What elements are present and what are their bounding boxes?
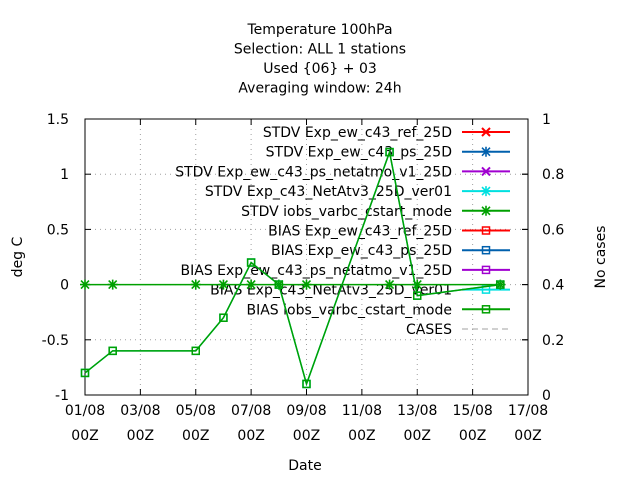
x-tick-label-time: 00Z <box>404 428 431 444</box>
y2-axis-ticks: 1 0.8 0.6 0.4 0.2 0 <box>522 112 564 404</box>
data-point <box>219 313 228 322</box>
legend-entry-label: STDV iobs_varbc_cstart_mode <box>241 204 452 220</box>
y-tick-label: 1.5 <box>47 112 69 128</box>
data-point <box>384 279 395 290</box>
y2-tick-label: 0 <box>542 388 551 404</box>
y-axis-label: deg C <box>10 236 26 277</box>
y2-tick-label: 1 <box>542 112 551 128</box>
legend-marker <box>481 265 491 275</box>
legend-entry-label: CASES <box>406 322 452 338</box>
data-point <box>218 279 229 290</box>
data-point <box>246 279 257 290</box>
y2-tick-label: 0.8 <box>542 167 564 183</box>
title-line: Selection: ALL 1 stations <box>234 42 406 58</box>
data-point <box>246 258 256 267</box>
data-point <box>385 147 394 157</box>
data-point <box>108 346 117 356</box>
legend-marker <box>481 166 491 177</box>
x-tick-label-time: 00Z <box>293 428 320 444</box>
data-point <box>80 368 90 378</box>
plot-series <box>80 147 506 389</box>
legend-entry-label: STDV Exp_c43_NetAtv3_25D_ver01 <box>205 184 452 200</box>
x-tick-label-date: 07/08 <box>231 403 271 419</box>
y2-axis-label: No cases <box>593 226 609 289</box>
x-axis-label: Date <box>288 458 321 474</box>
legend-entry-label: STDV Exp_ew_c43_ps_25D <box>266 145 452 161</box>
y2-tick-label: 0.6 <box>542 222 564 238</box>
legend-entry-label: STDV Exp_ew_c43_ps_netatmo_v1_25D <box>175 164 452 180</box>
x-tick-label-time: 00Z <box>127 428 154 444</box>
title-line: Used {06} + 03 <box>263 61 377 77</box>
x-tick-label-date: 09/08 <box>286 403 326 419</box>
legend-marker <box>481 245 491 255</box>
data-point <box>191 346 200 356</box>
data-point <box>80 279 90 290</box>
legend-marker <box>481 205 491 216</box>
x-tick-label-date: 17/08 <box>508 403 548 419</box>
chart-title: Temperature 100hPa Selection: ALL 1 stati… <box>234 22 406 97</box>
title-line: Temperature 100hPa <box>246 22 392 38</box>
legend-marker <box>481 127 491 137</box>
y2-tick-label: 0.4 <box>542 278 564 294</box>
x-tick-label-date: 03/08 <box>120 403 160 419</box>
data-point <box>413 291 422 300</box>
series-line <box>84 149 501 387</box>
y-tick-label: 0.5 <box>47 222 69 238</box>
y-tick-label: -0.5 <box>42 333 69 349</box>
data-point <box>302 379 311 389</box>
x-tick-label-date: 01/08 <box>65 403 105 419</box>
data-point <box>301 279 312 290</box>
y-tick-label: 0 <box>60 278 69 294</box>
x-tick-label-date: 15/08 <box>452 403 492 419</box>
legend-marker <box>481 226 491 235</box>
legend-marker <box>481 186 491 197</box>
legend-entry-label: BIAS Exp_ew_c43_ps_25D <box>271 243 452 259</box>
legend-entry-label: STDV Exp_ew_c43_ref_25D <box>263 125 452 141</box>
x-tick-label-time: 00Z <box>348 428 375 444</box>
x-tick-label-date: 13/08 <box>397 403 437 419</box>
data-point <box>496 280 505 289</box>
x-tick-label-time: 00Z <box>71 428 98 444</box>
legend: STDV Exp_ew_c43_ref_25D STDV Exp_ew_c43_p… <box>175 125 510 338</box>
legend-marker <box>481 146 491 157</box>
y-tick-label: 1 <box>60 167 69 183</box>
y-tick-label: -1 <box>55 388 69 404</box>
x-tick-label-date: 05/08 <box>176 403 216 419</box>
x-tick-label-time: 00Z <box>459 428 486 444</box>
title-line: Averaging window: 24h <box>238 81 401 97</box>
y2-tick-label: 0.2 <box>542 333 564 349</box>
legend-marker <box>481 305 491 314</box>
x-tick-label-time: 00Z <box>514 428 541 444</box>
data-point <box>190 279 201 290</box>
x-tick-label-time: 00Z <box>237 428 264 444</box>
x-axis-ticks: 01/08 00Z 03/08 00Z 05/08 00Z 07/08 00Z 09/08 00Z… <box>65 119 548 444</box>
data-point <box>274 280 284 289</box>
data-point <box>412 279 423 290</box>
grid-lines <box>85 119 528 395</box>
x-tick-label-time: 00Z <box>182 428 209 444</box>
x-tick-label-date: 11/08 <box>342 403 382 419</box>
data-point <box>495 279 506 290</box>
data-point <box>107 279 118 290</box>
legend-entry-label: BIAS Exp_ew_c43_ref_25D <box>268 224 452 240</box>
legend-entry-label: BIAS iobs_varbc_cstart_mode <box>247 302 453 318</box>
